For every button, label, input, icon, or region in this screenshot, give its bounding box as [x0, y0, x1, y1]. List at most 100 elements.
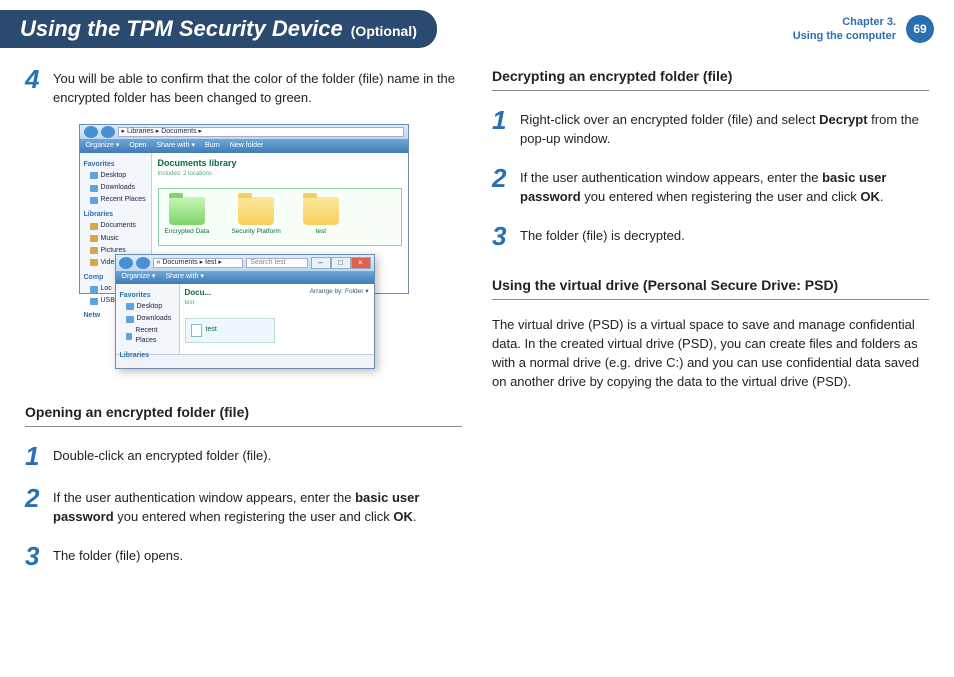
music-icon	[90, 235, 98, 242]
open-step-2: 2 If the user authentication window appe…	[25, 485, 462, 527]
explorer-toolbar: Organize ▾ Open Share with ▾ Burn New fo…	[80, 139, 408, 153]
folder-icon	[303, 197, 339, 225]
search-box[interactable]: Search test	[246, 258, 307, 268]
downloads-icon	[90, 185, 98, 192]
chapter-line1: Chapter 3.	[793, 15, 896, 29]
minimize-button[interactable]: –	[311, 257, 331, 269]
sb-recent[interactable]: Recent Places	[84, 194, 147, 206]
toolbar-share[interactable]: Share with ▾	[165, 272, 204, 282]
folder-label: Encrypted Data	[165, 227, 210, 236]
nav-back-icon[interactable]	[84, 126, 98, 138]
sb-desktop[interactable]: Desktop	[120, 301, 175, 313]
explorer-titlebar: ▸ Libraries ▸ Documents ▸	[80, 125, 408, 139]
step-number: 2	[492, 165, 510, 207]
folder-label: test	[303, 227, 339, 236]
sb-downloads[interactable]: Downloads	[84, 182, 147, 194]
toolbar-open[interactable]: Open	[129, 141, 146, 151]
toolbar-share[interactable]: Share with ▾	[157, 141, 196, 151]
nav-forward-icon[interactable]	[101, 126, 115, 138]
folder-label: Security Platform	[231, 227, 281, 236]
step-text: The folder (file) is decrypted.	[520, 223, 685, 249]
page-title: Using the TPM Security Device	[20, 16, 343, 42]
sb-libraries[interactable]: Libraries	[84, 210, 147, 220]
chapter-line2: Using the computer	[793, 29, 896, 43]
toolbar-organize[interactable]: Organize ▾	[86, 141, 120, 151]
file-name: test	[206, 325, 217, 335]
folder-test[interactable]: test	[303, 197, 339, 236]
close-button[interactable]: ×	[351, 257, 371, 269]
title-optional: (Optional)	[351, 23, 417, 39]
section-psd: Using the virtual drive (Personal Secure…	[492, 275, 929, 300]
step-text: The folder (file) opens.	[53, 543, 183, 569]
page-number-badge: 69	[906, 15, 934, 43]
content-columns: 4 You will be able to confirm that the c…	[0, 48, 954, 585]
explorer2-body: Favorites Desktop Downloads Recent Place…	[116, 284, 374, 354]
decrypt-step-1: 1 Right-click over an encrypted folder (…	[492, 107, 929, 149]
address-bar[interactable]: « Documents ▸ test ▸	[153, 258, 244, 268]
toolbar-burn[interactable]: Burn	[205, 141, 220, 151]
nav-back-icon[interactable]	[119, 257, 133, 269]
step-text: Double-click an encrypted folder (file).	[53, 443, 271, 469]
sb-favorites[interactable]: Favorites	[84, 160, 147, 170]
sb-desktop[interactable]: Desktop	[84, 170, 147, 182]
maximize-button[interactable]: □	[331, 257, 351, 269]
left-column: 4 You will be able to confirm that the c…	[25, 66, 462, 585]
sb-favorites[interactable]: Favorites	[120, 291, 175, 301]
step-text: You will be able to confirm that the col…	[53, 66, 462, 108]
recent-icon	[90, 197, 98, 204]
folder-security[interactable]: Security Platform	[231, 197, 281, 236]
step-4: 4 You will be able to confirm that the c…	[25, 66, 462, 108]
explorer-screenshot: ▸ Libraries ▸ Documents ▸ Organize ▾ Ope…	[79, 124, 409, 384]
toolbar-newfolder[interactable]: New folder	[230, 141, 263, 151]
psd-body: The virtual drive (PSD) is a virtual spa…	[492, 316, 929, 391]
step-text: If the user authentication window appear…	[53, 485, 462, 527]
library-subtitle: Includes: 2 locations	[158, 170, 402, 179]
explorer2-titlebar: « Documents ▸ test ▸ Search test – □ ×	[116, 255, 374, 271]
recent-icon	[126, 333, 133, 340]
folder-icon	[238, 197, 274, 225]
step-number: 2	[25, 485, 43, 527]
section-opening: Opening an encrypted folder (file)	[25, 402, 462, 427]
decrypt-step-2: 2 If the user authentication window appe…	[492, 165, 929, 207]
library-title: Documents library	[158, 157, 402, 170]
explorer2-toolbar: Organize ▾ Share with ▾	[116, 271, 374, 284]
explorer2-main: Docu... Arrange by: Folder ▾ test test	[180, 284, 374, 354]
right-column: Decrypting an encrypted folder (file) 1 …	[492, 66, 929, 585]
open-step-1: 1 Double-click an encrypted folder (file…	[25, 443, 462, 469]
step-number: 1	[492, 107, 510, 149]
drive-icon	[90, 286, 98, 293]
pictures-icon	[90, 247, 98, 254]
sb-documents[interactable]: Documents	[84, 220, 147, 232]
arrange-by[interactable]: Arrange by: Folder ▾	[310, 287, 369, 296]
header-right: Chapter 3. Using the computer 69	[793, 15, 934, 44]
video-icon	[90, 259, 98, 266]
decrypt-step-3: 3 The folder (file) is decrypted.	[492, 223, 929, 249]
sb-music[interactable]: Music	[84, 233, 147, 245]
address-bar[interactable]: ▸ Libraries ▸ Documents ▸	[118, 127, 404, 137]
sb-recent[interactable]: Recent Places	[120, 325, 175, 347]
window-controls: – □ ×	[311, 257, 371, 269]
documents-icon	[90, 223, 98, 230]
step-number: 1	[25, 443, 43, 469]
section-decrypt: Decrypting an encrypted folder (file)	[492, 66, 929, 91]
desktop-icon	[126, 303, 134, 310]
docu-title: Docu...	[185, 288, 212, 297]
file-item[interactable]: test	[185, 318, 275, 343]
downloads-icon	[126, 316, 134, 323]
step-text: If the user authentication window appear…	[520, 165, 929, 207]
folder-icon	[169, 197, 205, 225]
sb-downloads[interactable]: Downloads	[120, 313, 175, 325]
explorer2-sidebar: Favorites Desktop Downloads Recent Place…	[116, 284, 180, 354]
page-header: Using the TPM Security Device (Optional)…	[0, 0, 954, 48]
step-number: 3	[25, 543, 43, 569]
file-icon	[191, 324, 202, 337]
sb-libraries[interactable]: Libraries	[120, 351, 175, 361]
docu-sub: test	[185, 299, 369, 308]
folder-encrypted[interactable]: Encrypted Data	[165, 197, 210, 236]
title-bar: Using the TPM Security Device (Optional)	[0, 10, 437, 48]
step-number: 3	[492, 223, 510, 249]
nav-forward-icon[interactable]	[136, 257, 150, 269]
folders-row: Encrypted Data Security Platform test	[158, 188, 402, 245]
toolbar-organize[interactable]: Organize ▾	[122, 272, 156, 282]
step-text: Right-click over an encrypted folder (fi…	[520, 107, 929, 149]
